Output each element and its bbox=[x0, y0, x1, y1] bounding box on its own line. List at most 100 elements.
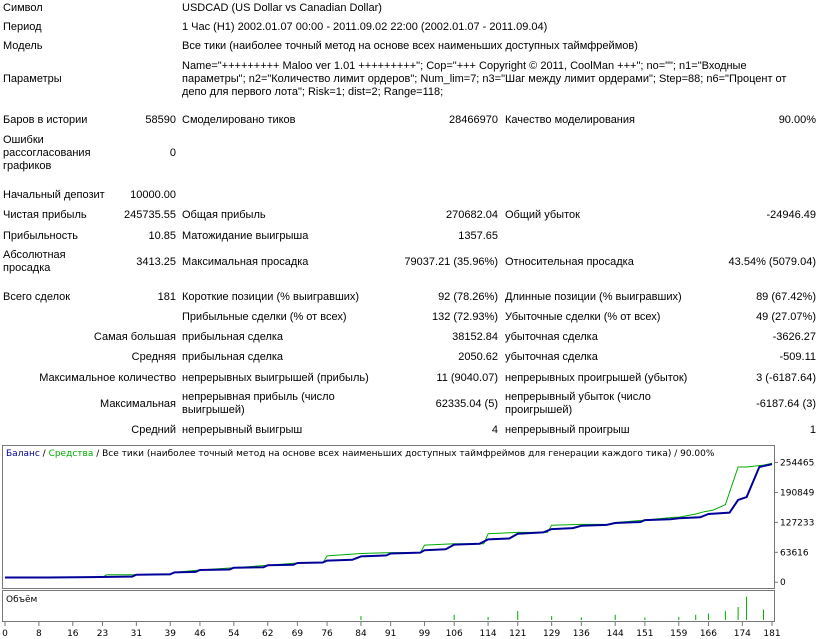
maximal-label: Максимальная bbox=[100, 398, 176, 410]
profit-trades-label: Прибыльные сделки (% от всех) bbox=[182, 311, 347, 323]
y-tick-label: 127233 bbox=[780, 518, 814, 528]
long-value: 89 (67.42%) bbox=[756, 291, 816, 303]
max-cons-wins-label: непрерывных выигрышей (прибыль) bbox=[182, 372, 369, 384]
gross-profit-label: Общая прибыль bbox=[182, 209, 266, 221]
largest-label: Самая большая bbox=[93, 331, 176, 343]
period-label: Период bbox=[3, 21, 42, 33]
max-cons-losses-label: непрерывных проигрышей (убыток) bbox=[505, 372, 688, 384]
rel-dd-label: Относительная просадка bbox=[505, 256, 634, 268]
balance-chart: Баланс / Средства / Все тики (наиболее т… bbox=[2, 445, 815, 639]
x-tick-label: 84 bbox=[355, 629, 367, 639]
loss-trades-value: 49 (27.07%) bbox=[756, 311, 816, 323]
net-profit-label: Чистая прибыль bbox=[3, 209, 87, 221]
x-tick-label: 129 bbox=[543, 629, 560, 639]
largest-profit-label: прибыльная сделка bbox=[182, 331, 284, 343]
model-label: Модель bbox=[3, 40, 43, 52]
equity-line bbox=[5, 462, 773, 578]
deposit-value: 10000.00 bbox=[130, 189, 176, 201]
largest-loss-label: убыточная сделка bbox=[505, 331, 598, 343]
largest-loss-value: -3626.27 bbox=[772, 331, 816, 343]
legend-separator: / bbox=[40, 449, 49, 459]
x-tick-label: 46 bbox=[194, 629, 206, 639]
x-tick-label: 62 bbox=[262, 629, 273, 639]
x-tick-label: 106 bbox=[446, 629, 463, 639]
x-tick-label: 166 bbox=[700, 629, 717, 639]
average-loss-label: убыточная сделка bbox=[505, 351, 598, 363]
y-tick-label: 254465 bbox=[780, 459, 814, 469]
x-tick-label: 99 bbox=[419, 629, 431, 639]
gross-profit-value: 270682.04 bbox=[446, 209, 498, 221]
avg-cons-wins-label: непрерывный выигрыш bbox=[182, 424, 303, 436]
chart-volume-bars bbox=[360, 596, 765, 620]
max-dd-label: Максимальная просадка bbox=[182, 256, 309, 268]
symbol-label: Символ bbox=[3, 2, 43, 14]
profit-factor-label: Прибыльность bbox=[3, 230, 78, 242]
model-value: Все тики (наиболее точный метод на основ… bbox=[182, 40, 638, 52]
expected-payoff-label: Матожидание выигрыша bbox=[182, 230, 309, 242]
deposit-label: Начальный депозит bbox=[3, 189, 105, 201]
avg-cons-wins-value: 4 bbox=[491, 424, 498, 436]
x-tick-label: 76 bbox=[321, 629, 333, 639]
legend-equity: Средства bbox=[49, 449, 94, 459]
legend-model: / Все тики (наиболее точный метод на осн… bbox=[93, 449, 715, 459]
short-label: Короткие позиции (% выигравших) bbox=[182, 291, 360, 303]
abs-dd-label: Абсолютная просадка bbox=[3, 249, 66, 274]
errors-label: Ошибки рассогласования графиков bbox=[3, 134, 91, 172]
x-tick-label: 136 bbox=[573, 629, 590, 639]
largest-profit-value: 38152.84 bbox=[452, 331, 498, 343]
total-trades-label: Всего сделок bbox=[3, 291, 71, 303]
loss-trades-label: Убыточные сделки (% от всех) bbox=[505, 311, 661, 323]
x-tick-label: 121 bbox=[509, 629, 526, 639]
ticks-label: Смоделировано тиков bbox=[182, 114, 296, 126]
x-tick-label: 91 bbox=[385, 629, 396, 639]
x-axis: 0 8 16 23 31 39 46 54 62 69 76 84 91 99 106 114 121 129 13… bbox=[2, 622, 781, 639]
x-tick-label: 23 bbox=[97, 629, 108, 639]
max-cons-losses-value: 3 (-6187.64) bbox=[756, 372, 816, 384]
x-tick-label: 69 bbox=[292, 629, 304, 639]
x-tick-label: 151 bbox=[636, 629, 653, 639]
average-profit-label: прибыльная сделка bbox=[182, 351, 284, 363]
period-value: 1 Час (H1) 2002.01.07 00:00 - 2011.09.02… bbox=[182, 21, 548, 33]
balance-line bbox=[5, 463, 773, 579]
y-tick-label: 190849 bbox=[780, 488, 815, 498]
max-dd-value: 79037.21 (35.96%) bbox=[404, 256, 498, 268]
net-profit-value: 245735.55 bbox=[124, 209, 176, 221]
ticks-value: 28466970 bbox=[449, 114, 498, 126]
profit-factor-value: 10.85 bbox=[148, 230, 176, 242]
volume-label: Объём bbox=[6, 595, 37, 605]
bars-label: Баров в истории bbox=[3, 114, 88, 126]
params-label: Параметры bbox=[3, 73, 62, 85]
x-tick-label: 54 bbox=[228, 629, 240, 639]
max-cons-wins-value: 11 (9040.07) bbox=[436, 372, 498, 384]
x-tick-label: 39 bbox=[165, 629, 177, 639]
params-value: Name="+++++++++ Maloo ver 1.01 +++++++++… bbox=[182, 60, 787, 98]
bars-value: 58590 bbox=[145, 114, 176, 126]
chart-series bbox=[5, 462, 773, 579]
abs-dd-value: 3413.25 bbox=[136, 256, 176, 268]
chart-main-frame bbox=[2, 445, 775, 589]
y-axis: 254465 190849 127233 63616 0 bbox=[774, 459, 815, 588]
avg-cons-losses-label: непрерывный проигрыш bbox=[505, 424, 630, 436]
max-cons-loss-value: -6187.64 (3) bbox=[756, 398, 816, 410]
x-tick-label: 0 bbox=[2, 629, 8, 639]
gross-loss-label: Общий убыток bbox=[505, 209, 580, 221]
max-cons-loss-label: непрерывный убыток (число проигрышей) bbox=[505, 391, 651, 416]
symbol-value: USDCAD (US Dollar vs Canadian Dollar) bbox=[182, 2, 382, 14]
avg-cons-losses-value: 1 bbox=[809, 424, 816, 436]
legend-balance: Баланс bbox=[6, 449, 40, 459]
max-cons-profit-value: 62335.04 (5) bbox=[435, 398, 498, 410]
profit-trades-value: 132 (72.93%) bbox=[431, 311, 498, 323]
gross-loss-value: -24946.49 bbox=[766, 209, 816, 221]
x-tick-label: 114 bbox=[479, 629, 496, 639]
total-trades-value: 181 bbox=[157, 291, 176, 303]
x-tick-label: 174 bbox=[734, 629, 751, 639]
y-tick-label: 63616 bbox=[780, 548, 809, 558]
average-profit-value: 2050.62 bbox=[458, 351, 498, 363]
average-loss-value: -509.11 bbox=[779, 351, 817, 363]
x-tick-label: 31 bbox=[131, 629, 142, 639]
short-value: 92 (78.26%) bbox=[438, 291, 498, 303]
x-tick-label: 159 bbox=[670, 629, 687, 639]
errors-value: 0 bbox=[169, 147, 176, 159]
rel-dd-value: 43.54% (5079.04) bbox=[728, 256, 816, 268]
max-cons-profit-label: непрерывная прибыль (число выигрышей) bbox=[182, 391, 335, 416]
